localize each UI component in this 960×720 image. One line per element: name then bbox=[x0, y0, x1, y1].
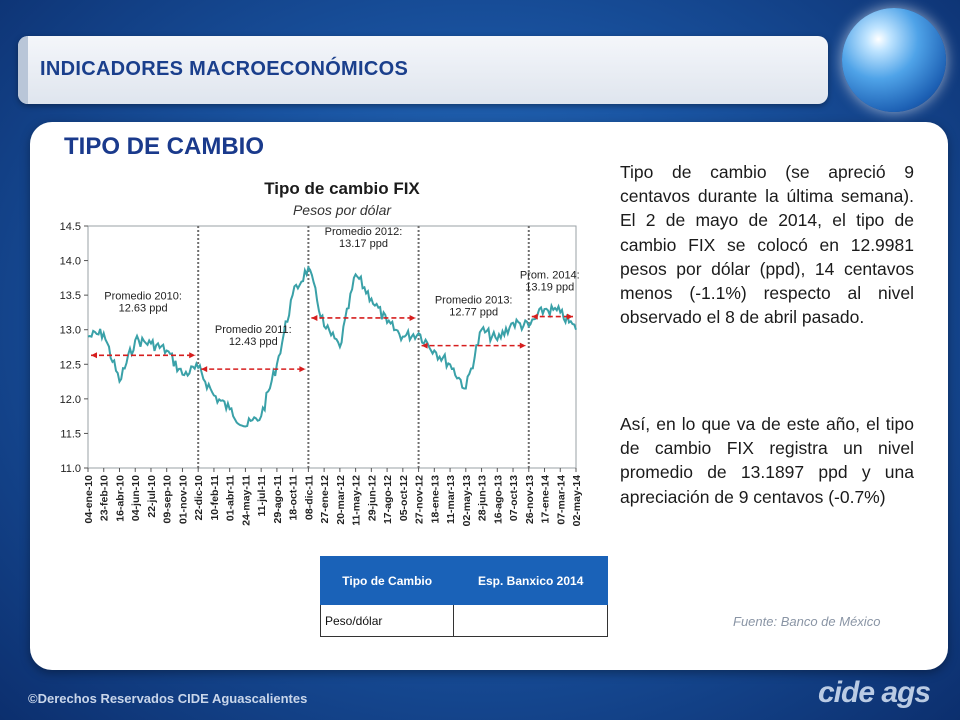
average-arrow-right bbox=[189, 352, 196, 359]
globe-logo bbox=[842, 8, 946, 112]
x-tick-label: 04-ene-10 bbox=[83, 475, 95, 524]
average-arrow-left bbox=[201, 366, 208, 373]
x-tick-label: 01-nov-10 bbox=[177, 475, 189, 524]
y-tick-label: 12.5 bbox=[60, 359, 81, 371]
x-tick-label: 16-abr-10 bbox=[114, 475, 126, 522]
y-tick-label: 13.0 bbox=[60, 325, 81, 337]
x-tick-label: 29-jun-12 bbox=[366, 475, 378, 521]
x-tick-label: 11-jul-11 bbox=[256, 475, 268, 517]
x-tick-label: 11-mar-13 bbox=[445, 475, 457, 524]
y-tick-label: 11.0 bbox=[60, 463, 81, 475]
x-tick-label: 18-oct-11 bbox=[288, 475, 300, 521]
average-arrow-left bbox=[311, 314, 318, 321]
x-tick-label: 18-ene-13 bbox=[429, 475, 441, 524]
x-tick-label: 17-ene-14 bbox=[540, 475, 552, 524]
y-tick-label: 13.5 bbox=[60, 290, 81, 302]
x-tick-label: 28-jun-13 bbox=[477, 475, 489, 521]
average-label: Promedio 2011: bbox=[215, 324, 292, 336]
y-tick-label: 11.5 bbox=[60, 428, 81, 440]
average-arrow-right bbox=[299, 366, 306, 373]
average-arrow-left bbox=[91, 352, 97, 359]
x-tick-label: 09-sep-10 bbox=[162, 475, 174, 524]
x-tick-label: 20-mar-12 bbox=[335, 475, 347, 525]
header-title: INDICADORES MACROECONÓMICOS bbox=[40, 58, 409, 80]
x-tick-label: 02-may-14 bbox=[571, 475, 583, 527]
x-tick-label: 07-oct-13 bbox=[508, 475, 520, 521]
x-tick-label: 23-feb-10 bbox=[99, 475, 111, 521]
year-summary-description: Así, en lo que va de este año, el tipo d… bbox=[620, 414, 914, 507]
source-note: Fuente: Banco de México bbox=[733, 614, 881, 629]
x-tick-label: 04-jun-10 bbox=[130, 475, 142, 521]
average-value-label: 13.19 ppd bbox=[525, 282, 574, 294]
average-label: Promedio 2012: bbox=[325, 226, 403, 238]
exchange-rate-description: Tipo de cambio (se apreció 9 centavos du… bbox=[620, 162, 914, 328]
x-tick-label: 26-nov-13 bbox=[524, 475, 536, 524]
section-title: TIPO DE CAMBIO bbox=[64, 133, 265, 160]
x-tick-label: 07-mar-14 bbox=[555, 475, 567, 525]
expectation-table: Tipo de Cambio Esp. Banxico 2014 Peso/dó… bbox=[319, 556, 608, 637]
x-tick-label: 22-jul-10 bbox=[146, 475, 158, 518]
y-tick-label: 14.5 bbox=[60, 221, 81, 233]
average-arrow-right bbox=[519, 342, 526, 349]
cide-logo: cide ags bbox=[818, 676, 931, 709]
x-tick-label: 05-oct-12 bbox=[398, 475, 410, 521]
header-bar bbox=[18, 36, 828, 104]
exchange-rate-chart: Tipo de cambio FIX Pesos por dólar 11.01… bbox=[40, 172, 590, 542]
x-tick-label: 22-dic-10 bbox=[193, 475, 205, 521]
fix-rate-line bbox=[87, 265, 577, 428]
average-label: Prom. 2014: bbox=[520, 270, 580, 282]
x-tick-label: 10-feb-11 bbox=[209, 475, 221, 521]
average-arrow-right bbox=[567, 313, 573, 320]
average-arrow-left bbox=[531, 313, 538, 320]
average-value-label: 13.17 ppd bbox=[339, 238, 388, 250]
table-cell-value bbox=[453, 604, 608, 637]
x-tick-label: 24-may-11 bbox=[240, 475, 252, 526]
x-tick-label: 01-abr-11 bbox=[225, 475, 237, 521]
x-tick-label: 29-ago-11 bbox=[272, 475, 284, 524]
x-tick-label: 02-may-13 bbox=[461, 475, 473, 527]
chart-subtitle: Pesos por dólar bbox=[293, 202, 392, 218]
table-header-cell: Tipo de Cambio bbox=[319, 556, 455, 605]
average-value-label: 12.63 ppd bbox=[119, 302, 168, 314]
chart-title: Tipo de cambio FIX bbox=[264, 179, 420, 198]
table-header-row: Tipo de Cambio Esp. Banxico 2014 bbox=[319, 556, 608, 605]
chart-axes: 11.0 11.5 12.0 12.5 13.0 13.5 14.0 14.5 04-ene-1… bbox=[60, 221, 583, 526]
average-value-label: 12.43 ppd bbox=[229, 336, 278, 348]
average-label: Promedio 2010: bbox=[104, 290, 182, 302]
table-header-cell: Esp. Banxico 2014 bbox=[453, 556, 608, 605]
x-tick-label: 16-ago-13 bbox=[492, 475, 504, 524]
x-tick-label: 08-dic-11 bbox=[303, 475, 315, 520]
y-tick-label: 12.0 bbox=[60, 394, 81, 406]
table-cell-label: Peso/dólar bbox=[319, 604, 455, 637]
x-tick-label: 27-nov-12 bbox=[414, 475, 426, 524]
x-tick-label: 11-may-12 bbox=[351, 475, 363, 526]
average-value-label: 12.77 ppd bbox=[449, 307, 498, 319]
x-tick-label: 17-ago-12 bbox=[382, 475, 394, 524]
x-tick-label: 27-ene-12 bbox=[319, 475, 331, 524]
plot-area bbox=[87, 225, 577, 469]
footer-copyright: ©Derechos Reservados CIDE Aguascalientes bbox=[28, 691, 308, 706]
average-label: Promedio 2013: bbox=[435, 295, 513, 307]
y-tick-label: 14.0 bbox=[60, 256, 81, 268]
table-row: Peso/dólar bbox=[319, 604, 608, 637]
average-arrow-left bbox=[421, 342, 428, 349]
average-arrow-right bbox=[409, 314, 416, 321]
